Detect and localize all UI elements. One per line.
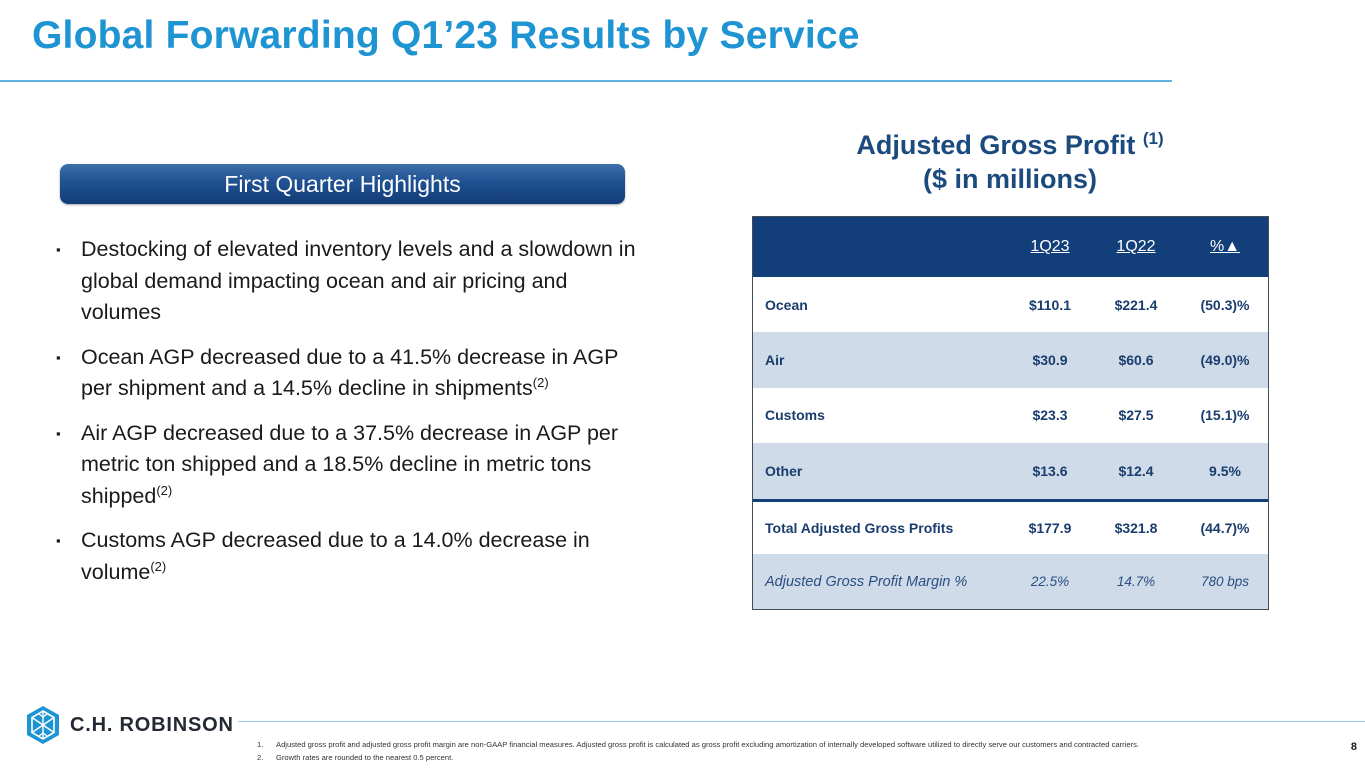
highlight-item: ▪ Ocean AGP decreased due to a 41.5% decr… [56,342,636,405]
row-change: (44.7)% [1200,519,1250,536]
row-change: (15.1)% [1200,407,1250,424]
hexagon-cube-icon [27,706,59,744]
highlight-item: ▪ Destocking of elevated inventory levels… [56,234,636,329]
footnote-item: 2. Growth rates are rounded to the neare… [257,751,1139,764]
highlight-item: ▪ Customs AGP decreased due to a 14.0% de… [56,525,636,588]
row-1q22: $27.5 [1118,407,1154,424]
footnote-ref: (2) [156,482,173,498]
highlights-list: ▪ Destocking of elevated inventory levels… [56,234,636,601]
table-row-other: Other $13.6 $12.4 9.5% [753,443,1268,499]
bullet-mark: ▪ [56,349,61,365]
row-label: Other [765,462,803,479]
table-title-line1: Adjusted Gross Profit [856,130,1136,160]
title-divider [0,80,1172,82]
bullet-mark: ▪ [56,425,61,441]
footnote-text: Adjusted gross profit and adjusted gross… [276,740,1140,749]
company-logo: C.H. ROBINSON [25,705,234,745]
highlights-banner: First Quarter Highlights [60,164,625,204]
header-change: %▲ [1209,238,1241,255]
table-title: Adjusted Gross Profit (1) ($ in millions… [700,128,1320,196]
row-change: (50.3)% [1200,296,1250,313]
highlight-text: Ocean AGP decreased due to a 41.5% decre… [81,344,619,401]
highlight-item: ▪ Air AGP decreased due to a 37.5% decrea… [56,418,636,513]
logo-wordmark: C.H. ROBINSON [70,713,234,736]
page-number: 8 [1350,741,1357,753]
table-row-margin: Adjusted Gross Profit Margin % 22.5% 14.… [753,553,1268,609]
row-label: Customs [765,407,825,424]
row-label: Air [765,352,785,369]
row-1q22: $12.4 [1118,462,1154,479]
bullet-mark: ▪ [56,533,61,548]
highlight-text: Customs AGP decreased due to a 14.0% dec… [81,528,590,584]
header-label [765,217,1005,277]
row-1q22: $321.8 [1114,519,1158,536]
table-row-total: Total Adjusted Gross Profits $177.9 $321… [753,498,1268,554]
row-1q23: $110.1 [1028,296,1072,313]
row-1q23: 22.5% [1030,574,1070,590]
bullet-mark: ▪ [56,242,61,257]
row-label: Adjusted Gross Profit Margin % [765,573,968,590]
footnote-item: 1. Adjusted gross profit and adjusted gr… [257,738,1139,751]
table-row-ocean: Ocean $110.1 $221.4 (50.3)% [753,277,1268,333]
row-label: Ocean [765,296,808,313]
footnote-ref: (2) [150,558,167,574]
row-1q22: $221.4 [1114,296,1158,313]
footer-divider [238,721,1365,722]
highlight-text: Destocking of elevated inventory levels … [81,237,636,324]
highlights-label: First Quarter Highlights [224,171,461,197]
highlight-text: Air AGP decreased due to a 37.5% decreas… [81,420,619,508]
footnote-number: 2. [257,753,264,762]
table-title-note: (1) [1142,129,1164,148]
table-row-air: Air $30.9 $60.6 (49.0)% [753,332,1268,388]
row-change: 9.5% [1209,462,1241,479]
row-1q23: $177.9 [1028,519,1072,536]
footnote-ref: (2) [532,374,549,390]
row-1q23: $30.9 [1032,352,1068,369]
table-row-customs: Customs $23.3 $27.5 (15.1)% [753,387,1268,444]
page-title: Global Forwarding Q1’23 Results by Servi… [32,14,860,57]
row-1q22: $60.6 [1118,352,1154,369]
agp-table: 1Q23 1Q22 %▲ Ocean $110.1 $221.4 (50.3)%… [752,216,1269,610]
header-1q22: 1Q22 [1116,238,1156,255]
row-label: Total Adjusted Gross Profits [765,519,954,536]
footnotes: 1. Adjusted gross profit and adjusted gr… [257,738,1139,764]
row-1q22: 14.7% [1116,574,1156,590]
footnote-number: 1. [257,740,264,749]
table-title-line2: ($ in millions) [922,164,1097,194]
row-1q23: $23.3 [1032,407,1068,424]
row-change: (49.0)% [1200,352,1250,369]
footnote-text: Growth rates are rounded to the nearest … [276,753,454,762]
header-1q23: 1Q23 [1030,238,1070,255]
row-1q23: $13.6 [1032,462,1068,479]
table-header-row: 1Q23 1Q22 %▲ [753,217,1268,277]
row-change: 780 bps [1200,574,1250,590]
